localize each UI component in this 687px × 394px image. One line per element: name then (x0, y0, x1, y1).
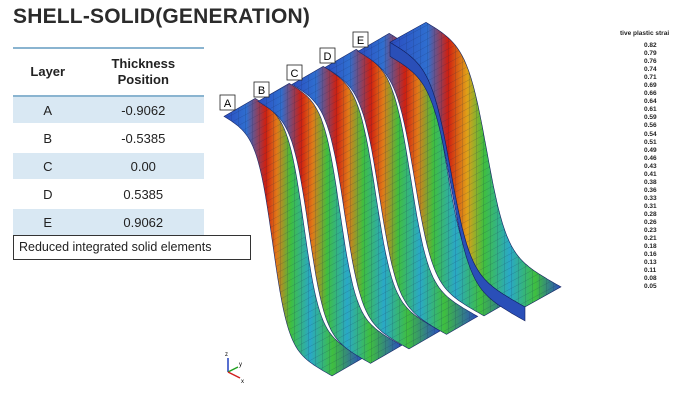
shell-strip-e-mesh (358, 33, 516, 316)
y-axis-arrow (227, 366, 239, 373)
cell-layer: A (13, 96, 83, 125)
table-row: B -0.5385 (13, 124, 204, 153)
legend-tick: 0.41 (644, 170, 657, 178)
legend-tick: 0.05 (644, 283, 657, 291)
cell-position: -0.9062 (82, 96, 204, 125)
legend-tick: 0.43 (644, 162, 657, 170)
table-header-row: Layer Thickness Position (13, 47, 204, 97)
legend-tick: 0.59 (644, 114, 657, 122)
legend-tick: 0.69 (644, 82, 657, 90)
legend-tick: 0.51 (644, 138, 657, 146)
legend-tick: 0.64 (644, 98, 657, 106)
legend-tick: 0.74 (644, 66, 657, 74)
legend-tick: 0.13 (644, 259, 657, 267)
header-thickness-line2: Position (117, 72, 169, 87)
legend-title: tive plastic strai (620, 30, 670, 37)
strip-label-e-text: E (357, 35, 364, 47)
x-axis-arrow (227, 371, 241, 379)
shell-strip-b-mesh (258, 83, 402, 364)
legend-tick: 0.49 (644, 146, 657, 154)
cell-layer: C (13, 152, 83, 181)
legend-tick: 0.61 (644, 106, 657, 114)
legend-tick: 0.11 (644, 267, 657, 275)
cell-layer: B (13, 124, 83, 153)
element-type-note: Reduced integrated solid elements (13, 235, 251, 260)
legend-tick: 0.36 (644, 186, 657, 194)
table-row: A -0.9062 (13, 96, 204, 125)
legend-tick: 0.38 (644, 178, 657, 186)
layer-table: Layer Thickness Position A -0.9062 B -0.… (13, 47, 204, 237)
axis-triad: z y x (225, 352, 244, 385)
strip-label-d: D (319, 47, 336, 64)
legend-tick: 0.21 (644, 235, 657, 243)
strip-label-a-text: A (224, 98, 232, 110)
page-title: SHELL-SOLID(GENERATION) (13, 5, 311, 28)
strip-label-group: A B C D E (219, 31, 369, 111)
legend-tick: 0.46 (644, 154, 657, 162)
legend-tick: 0.23 (644, 227, 657, 235)
legend-tick: 0.08 (644, 275, 657, 283)
header-thickness-position: Thickness Position (82, 47, 204, 97)
strip-label-a: A (219, 94, 236, 111)
strip-label-b: B (253, 81, 270, 98)
legend-tick: 0.18 (644, 243, 657, 251)
strip-label-e: E (352, 31, 369, 48)
legend-tick: 0.26 (644, 219, 657, 227)
shell-strip-d-mesh (325, 49, 478, 335)
shell-strips (223, 21, 562, 377)
cell-layer: D (13, 180, 83, 209)
legend-tick: 0.71 (644, 74, 657, 82)
legend-tick: 0.79 (644, 50, 657, 58)
legend-tick: 0.82 (644, 42, 657, 49)
legend-tick: 0.31 (644, 202, 657, 210)
strip-label-d-text: D (324, 51, 332, 63)
strain-legend: 0.82 0.79 0.76 0.74 0.71 0.69 0.66 0.64 … (644, 42, 687, 291)
z-axis-label: z (225, 352, 228, 358)
cell-position: 0.9062 (82, 208, 204, 237)
y-axis-label: y (239, 362, 242, 368)
table-row: E 0.9062 (13, 208, 204, 237)
cell-position: 0.00 (82, 152, 204, 181)
x-axis-label: x (241, 379, 244, 385)
strip-label-c-text: C (291, 68, 299, 80)
table-row: D 0.5385 (13, 180, 204, 209)
legend-tick: 0.28 (644, 210, 657, 218)
cell-position: 0.5385 (82, 180, 204, 209)
header-layer: Layer (13, 47, 83, 97)
legend-tick: 0.54 (644, 130, 657, 138)
shell-strip-a-mesh (224, 98, 364, 376)
legend-tick: 0.66 (644, 90, 657, 98)
cell-position: -0.5385 (82, 124, 204, 153)
legend-tick: 0.16 (644, 251, 657, 259)
legend-tick: 0.33 (644, 194, 657, 202)
table-row: C 0.00 (13, 152, 204, 181)
strip-label-c: C (286, 64, 303, 81)
legend-tick: 0.56 (644, 122, 657, 130)
shell-strip-c-mesh (292, 66, 441, 349)
legend-tick: 0.76 (644, 58, 657, 66)
solid-block-mesh (390, 22, 561, 307)
header-thickness-line1: Thickness (111, 56, 176, 71)
strip-label-b-text: B (258, 85, 265, 97)
